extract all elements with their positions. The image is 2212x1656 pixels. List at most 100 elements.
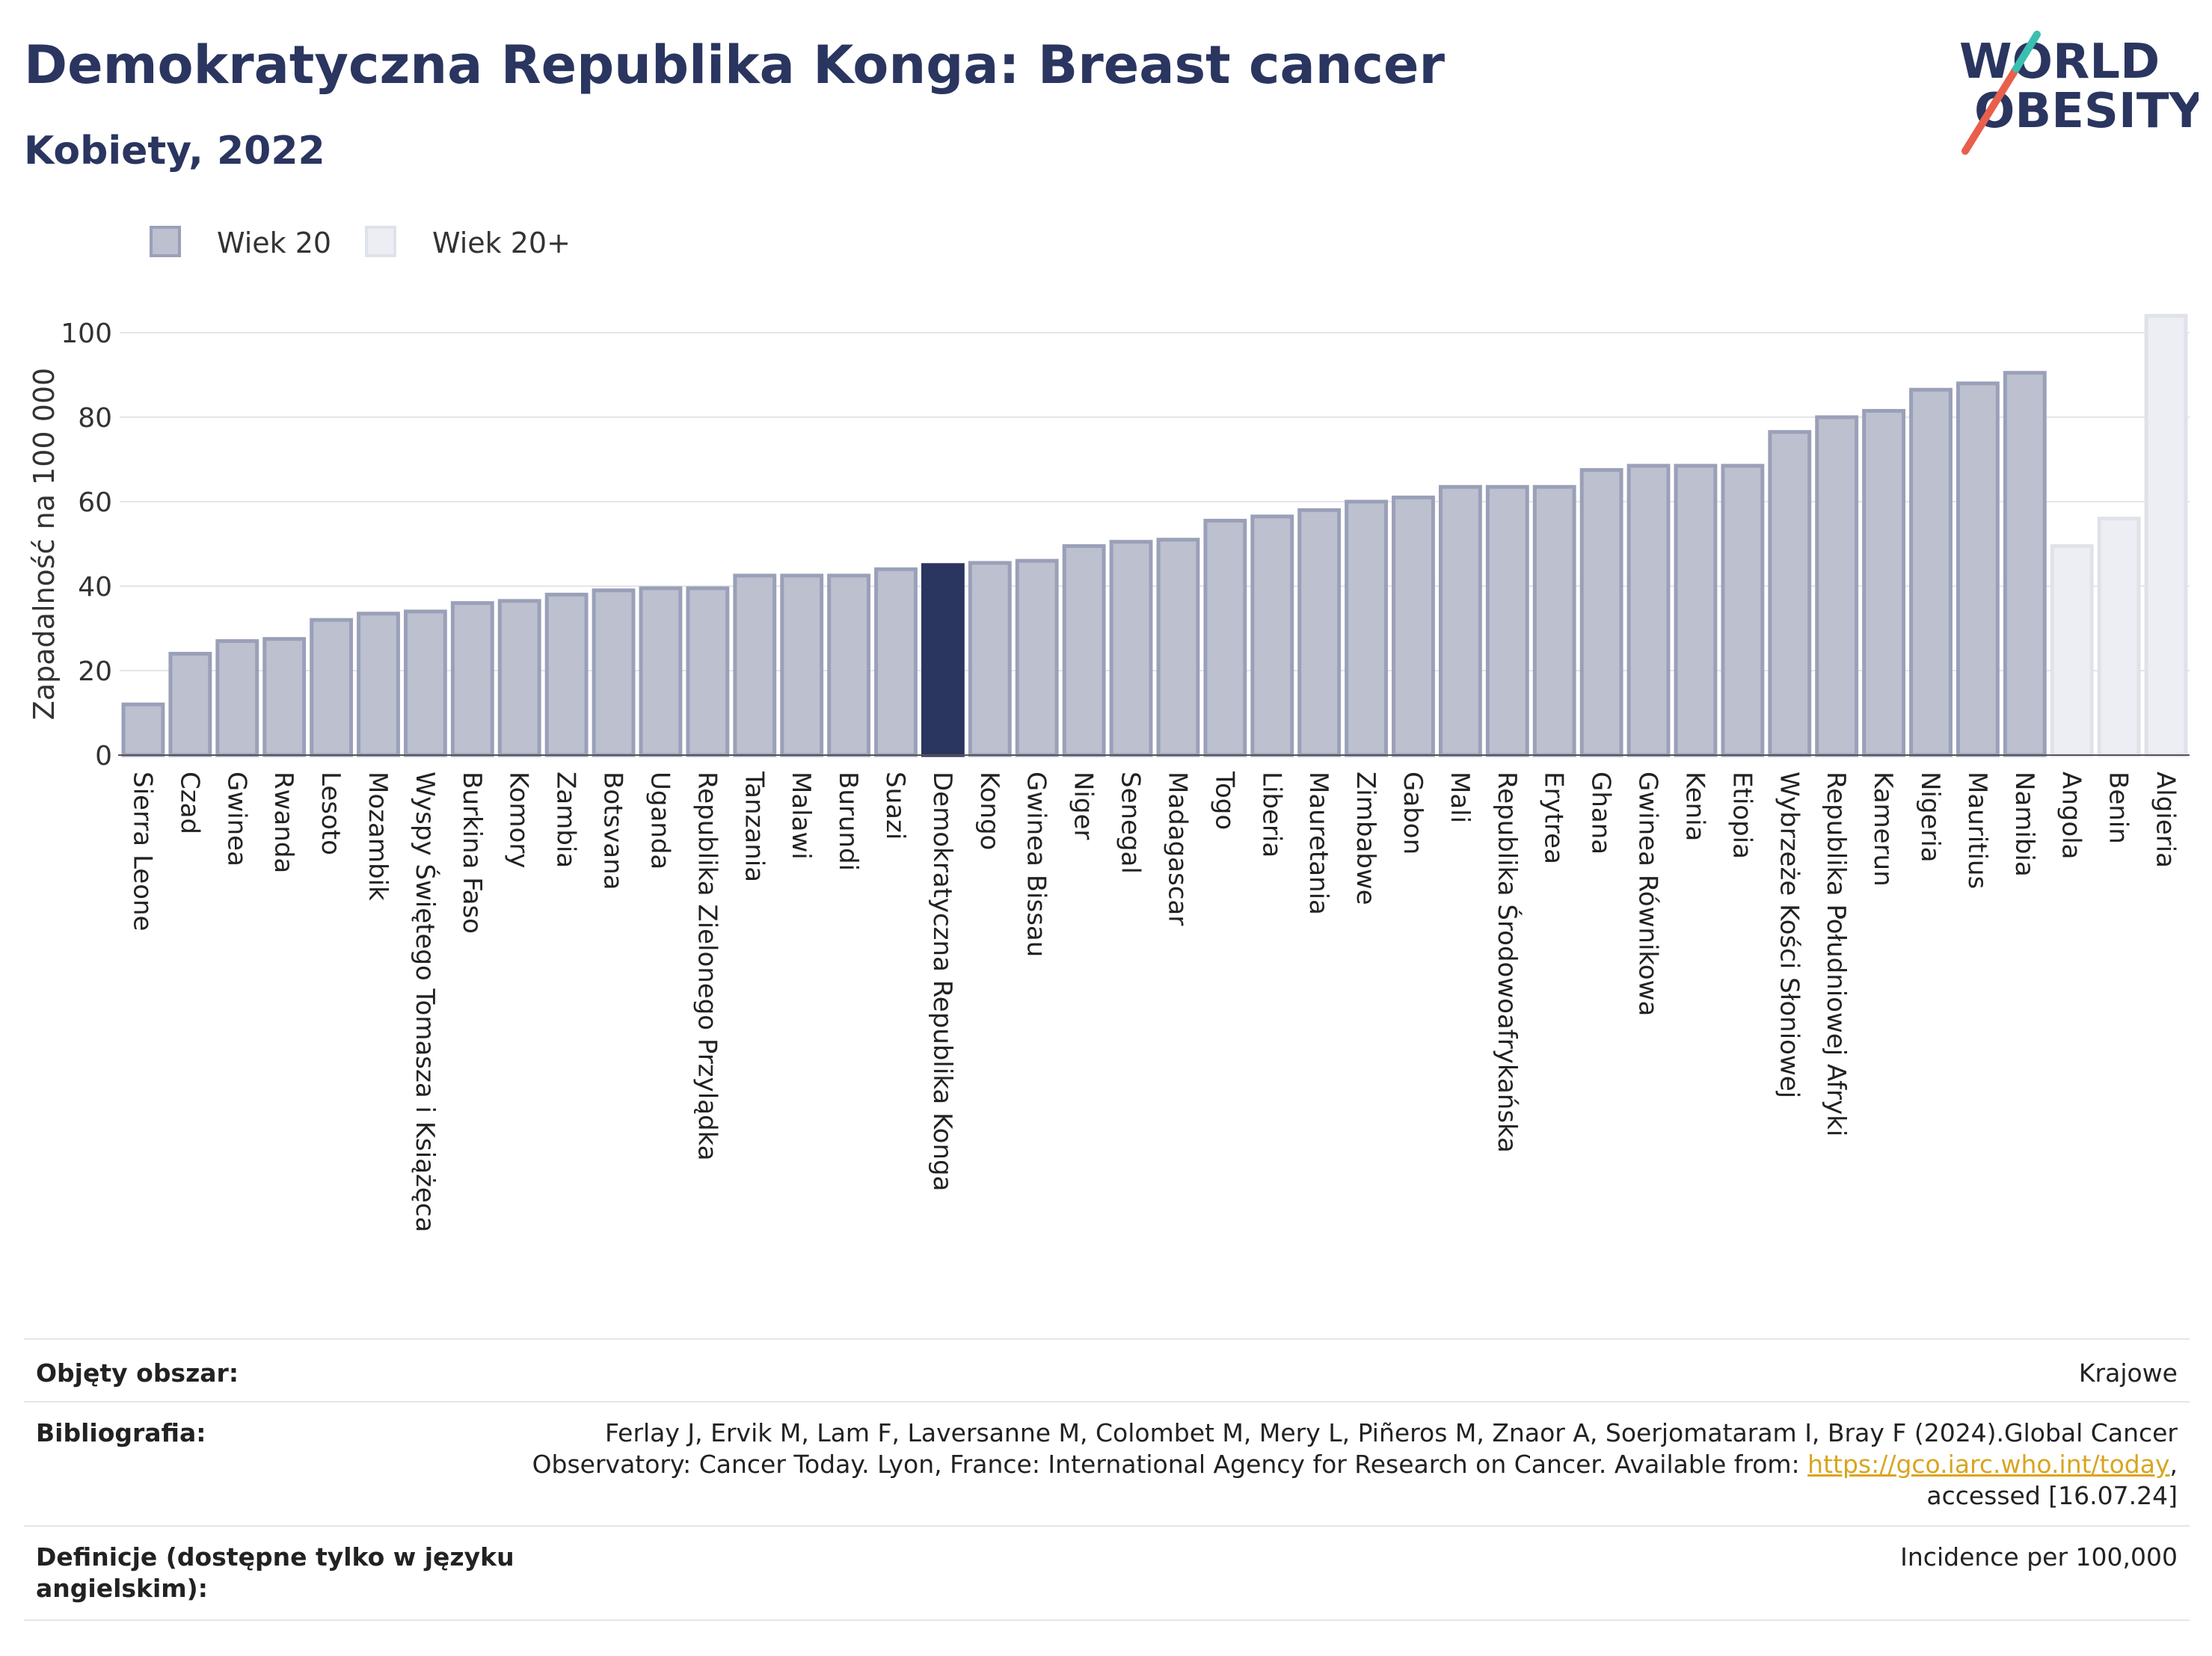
y-axis-label: Zapadalność na 100 000 — [28, 368, 61, 720]
x-tick-label: Republika Środowoafrykańska — [1492, 772, 1523, 1153]
bar-ghana[interactable] — [1579, 468, 1623, 757]
bar-sierra-leone[interactable] — [121, 702, 165, 757]
bar-madagascar[interactable] — [1156, 538, 1200, 757]
x-tick-label: Tanzania — [739, 771, 769, 882]
x-tick-label: Mauritius — [1962, 772, 1992, 889]
bar-lesoto[interactable] — [310, 618, 354, 757]
bar-angola[interactable] — [2050, 544, 2094, 757]
bar-gwinea-równikowa[interactable] — [1626, 464, 1671, 757]
x-tick-label: Namibia — [2009, 772, 2039, 877]
chart-title: Demokratyczna Republika Konga: Breast ca… — [24, 34, 1446, 96]
x-tick-label: Botsvana — [598, 772, 628, 890]
bar-kamerun[interactable] — [1862, 409, 1906, 757]
x-tick-label: Nigeria — [1915, 772, 1945, 863]
bar-komory[interactable] — [497, 599, 541, 757]
bar-botsvana[interactable] — [592, 588, 636, 757]
x-tick-label: Komory — [504, 772, 534, 868]
bar-liberia[interactable] — [1250, 514, 1294, 757]
bar-uganda[interactable] — [639, 586, 683, 757]
x-tick-label: Republika Południowej Afryki — [1821, 772, 1851, 1136]
x-tick-label: Kenia — [1680, 772, 1709, 841]
bar-mauritius[interactable] — [1956, 381, 2000, 757]
bar-kongo[interactable] — [968, 561, 1012, 757]
x-tick-label: Wybrzeże Kości Słoniowej — [1774, 772, 1804, 1098]
bar-gwinea-bissau[interactable] — [1015, 558, 1059, 757]
bar-malawi[interactable] — [780, 573, 824, 757]
bar-zambia[interactable] — [544, 592, 589, 757]
bibliography-label: Bibliografia: — [36, 1418, 206, 1447]
bar-gwinea[interactable] — [215, 638, 259, 757]
x-tick-label: Angola — [2056, 772, 2086, 859]
bar-chart: 0 20 40 60 80 100 Sierra Leone Czad Gwinea Rwand… — [28, 313, 2190, 1232]
bibliography-line2: Observatory: Cancer Today. Lyon, France:… — [532, 1450, 1808, 1479]
x-tick-label: Kongo — [974, 772, 1004, 850]
x-tick-label: Madagascar — [1162, 772, 1192, 926]
bibliography-value: Ferlay J, Ervik M, Lam F, Laversanne M, … — [532, 1418, 2178, 1512]
bar-erytrea[interactable] — [1532, 484, 1576, 757]
logo-line1: WORLD — [1959, 34, 2160, 90]
bar-burundi[interactable] — [827, 573, 871, 757]
bar-mozambik[interactable] — [357, 612, 400, 757]
definitions-value: Incidence per 100,000 — [1900, 1542, 2178, 1572]
x-tick-label: Uganda — [645, 772, 675, 869]
bar-senegal[interactable] — [1109, 540, 1153, 757]
y-axis-ticks: 0 20 40 60 80 100 — [61, 318, 112, 772]
x-tick-label: Benin — [2104, 772, 2133, 844]
logo-slash-teal — [2012, 31, 2041, 73]
bar-republika-środowoafrykańska[interactable] — [1485, 484, 1529, 757]
x-tick-label: Zimbabwe — [1351, 772, 1380, 905]
x-tick-label: Ghana — [1586, 772, 1616, 855]
x-tick-label: Gwinea — [221, 772, 251, 867]
bar-nigeria[interactable] — [1909, 387, 1953, 757]
x-tick-label: Kamerun — [1868, 772, 1898, 887]
legend-label-wiek-20-plus: Wiek 20+ — [432, 227, 571, 259]
bar-mali[interactable] — [1438, 484, 1482, 757]
bibliography-line2-wrap: Observatory: Cancer Today. Lyon, France:… — [532, 1450, 2178, 1479]
y-tick-label: 0 — [95, 741, 112, 772]
y-tick-label: 20 — [78, 656, 112, 687]
info-row-coverage: Objęty obszar: Krajowe — [24, 1338, 2190, 1401]
definitions-label-line1: Definicje (dostępne tylko w języku — [36, 1542, 514, 1572]
info-row-bibliography: Bibliografia: Ferlay J, Ervik M, Lam F, … — [24, 1401, 2190, 1525]
x-tick-label: Zambia — [551, 772, 581, 868]
y-tick-label: 80 — [78, 403, 112, 434]
bar-suazi[interactable] — [874, 567, 918, 757]
bar-tanzania[interactable] — [733, 573, 777, 757]
x-tick-label: Liberia — [1256, 772, 1286, 858]
bar-benin[interactable] — [2097, 517, 2141, 757]
bar-wyspy-świętego-tomasza-i-książęca[interactable] — [403, 609, 447, 757]
x-tick-label: Etiopia — [1727, 772, 1757, 859]
bar-czad[interactable] — [168, 651, 212, 757]
y-tick-label: 100 — [61, 318, 112, 349]
bibliography-line3: accessed [16.07.24] — [1926, 1481, 2178, 1510]
x-tick-label: Gwinea Bissau — [1021, 772, 1051, 957]
bar-burkina-faso[interactable] — [450, 601, 494, 757]
bar-gabon[interactable] — [1392, 495, 1435, 757]
x-tick-label: Burkina Faso — [457, 772, 487, 934]
bibliography-link[interactable]: https://gco.iarc.who.int/today — [1807, 1450, 2170, 1479]
coverage-value: Krajowe — [2078, 1358, 2178, 1388]
bar-togo[interactable] — [1203, 518, 1247, 757]
bibliography-line1: Ferlay J, Ervik M, Lam F, Laversanne M, … — [604, 1418, 2178, 1447]
bar-niger[interactable] — [1062, 544, 1106, 757]
bar-wybrzeże-kości-słoniowej[interactable] — [1768, 430, 1812, 757]
bar-kenia[interactable] — [1674, 464, 1718, 757]
world-obesity-logo: WORLD OBESITY — [1959, 31, 2199, 155]
x-tick-label: Suazi — [880, 772, 910, 840]
legend-label-wiek-20: Wiek 20 — [217, 227, 332, 259]
bar-zimbabwe[interactable] — [1345, 499, 1389, 757]
bar-rwanda[interactable] — [262, 637, 307, 757]
bar-etiopia[interactable] — [1721, 464, 1765, 757]
legend-swatch-wiek-20-plus — [365, 226, 396, 257]
x-tick-label: Malawi — [786, 772, 816, 860]
chart-subtitle: Kobiety, 2022 — [24, 129, 325, 173]
bar-republika-zielonego-przylądka[interactable] — [686, 586, 730, 757]
x-tick-label: Mali — [1445, 772, 1475, 823]
bar-demokratyczna-republika-konga[interactable] — [921, 563, 965, 757]
bar-mauretania[interactable] — [1297, 508, 1342, 757]
bar-namibia[interactable] — [2003, 371, 2047, 757]
x-tick-label: Lesoto — [316, 772, 345, 855]
bar-algieria[interactable] — [2144, 313, 2188, 757]
bar-republika-południowej-afryki[interactable] — [1815, 415, 1859, 757]
x-tick-label: Niger — [1069, 772, 1099, 840]
